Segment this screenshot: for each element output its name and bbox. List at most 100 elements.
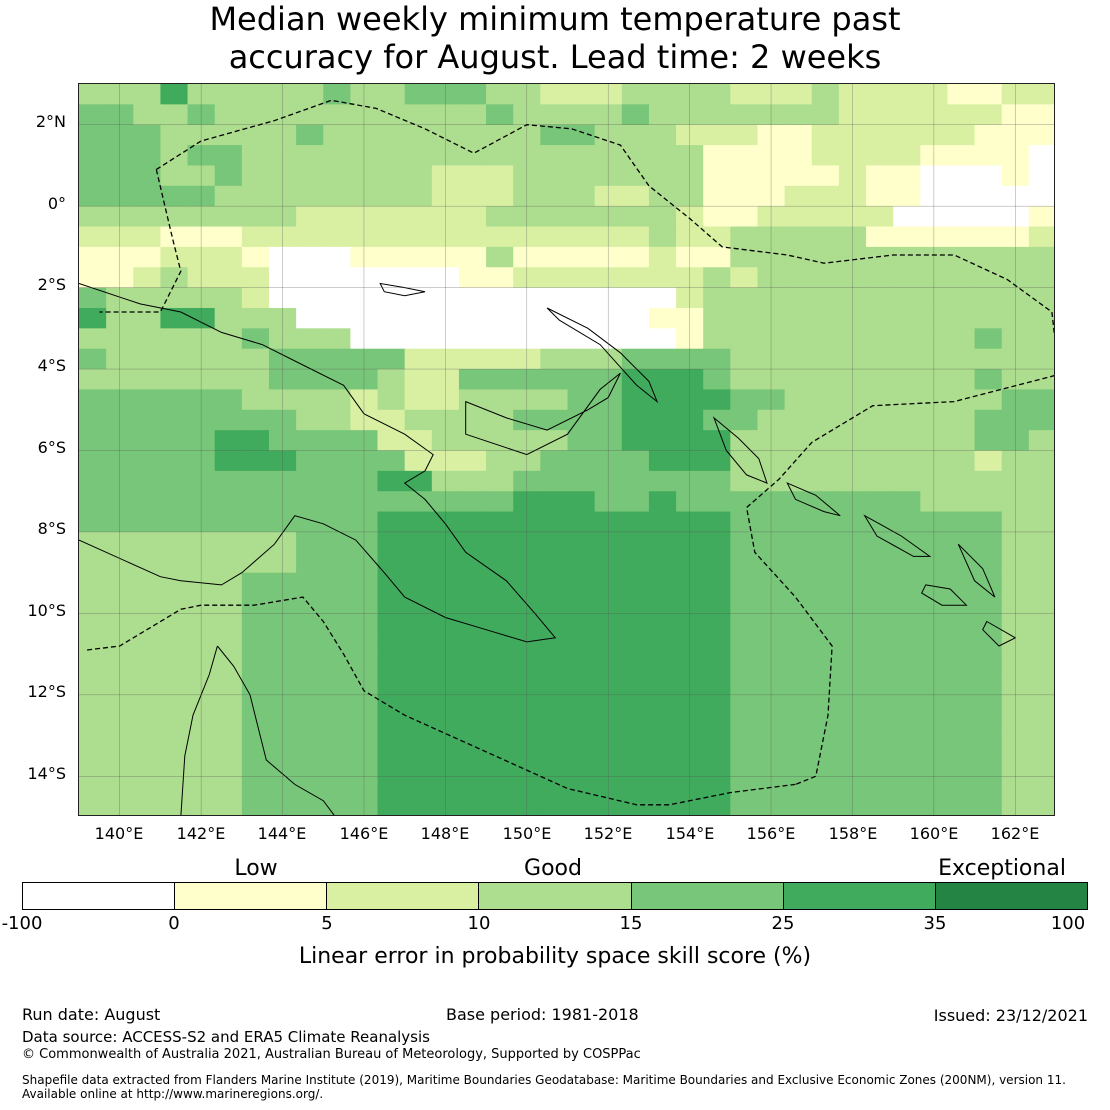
skill-cell <box>268 694 297 716</box>
santa-isabel-coast <box>863 514 932 557</box>
skill-cell <box>486 531 514 553</box>
skill-cell <box>241 389 270 411</box>
skill-cell <box>920 165 949 187</box>
skill-cell <box>648 491 677 513</box>
skill-cell <box>513 267 541 289</box>
skill-cell <box>513 654 541 676</box>
skill-cell <box>486 470 514 492</box>
skill-cell <box>187 796 216 815</box>
skill-cell <box>241 715 270 737</box>
lon-label: 144°E <box>257 824 307 843</box>
skill-cell <box>133 348 162 370</box>
skill-cell <box>594 552 623 574</box>
skill-cell <box>838 409 867 431</box>
skill-cell <box>404 572 433 594</box>
skill-cell <box>621 389 650 411</box>
skill-cell <box>974 633 1003 655</box>
skill-cell <box>79 369 107 391</box>
skill-cell <box>1001 776 1030 798</box>
skill-cell <box>730 185 759 207</box>
skill-cell <box>811 572 840 594</box>
skill-cell <box>323 124 351 146</box>
skill-cell <box>377 307 406 329</box>
skill-cell <box>947 124 976 146</box>
skill-cell <box>621 470 650 492</box>
skill-cell <box>296 572 324 594</box>
skill-cell <box>377 328 406 350</box>
skill-cell <box>486 613 514 635</box>
skill-cell <box>323 552 351 574</box>
skill-cell <box>866 593 894 614</box>
skill-cell <box>838 531 867 553</box>
skill-cell <box>268 246 297 268</box>
skill-cell <box>974 491 1003 513</box>
skill-cell <box>703 104 731 126</box>
skill-cell <box>323 348 351 370</box>
skill-cell <box>866 206 894 228</box>
skill-cell <box>594 735 623 757</box>
skill-cell <box>676 776 704 798</box>
skill-cell <box>79 796 107 815</box>
skill-cell <box>377 145 406 167</box>
skill-cell <box>160 409 189 431</box>
skill-cell <box>947 348 976 370</box>
skill-cell <box>79 715 107 737</box>
skill-cell <box>838 796 867 815</box>
skill-cell <box>377 735 406 757</box>
skill-cell <box>513 104 541 126</box>
skill-cell <box>241 206 270 228</box>
skill-cell <box>838 267 867 289</box>
skill-cell <box>838 450 867 472</box>
skill-cell <box>458 307 487 329</box>
skill-cell <box>160 165 189 187</box>
skill-cell <box>377 206 406 228</box>
skill-cell <box>893 674 921 696</box>
skill-cell <box>458 572 487 594</box>
skill-cell <box>79 633 107 655</box>
skill-cell <box>133 104 162 126</box>
skill-cell <box>838 287 867 309</box>
skill-cell <box>703 206 731 228</box>
skill-cell <box>730 389 759 411</box>
skill-cell <box>214 389 243 411</box>
skill-cell <box>784 450 813 472</box>
skill-cell <box>513 735 541 757</box>
skill-cell <box>350 84 379 105</box>
skill-cell <box>350 145 379 167</box>
skill-cell <box>404 165 433 187</box>
skill-cell <box>160 491 189 513</box>
skill-cell <box>404 124 433 146</box>
skill-cell <box>594 124 623 146</box>
skill-cell <box>323 287 351 309</box>
skill-cell <box>1028 124 1054 146</box>
skill-cell <box>703 328 731 350</box>
skill-map <box>79 84 1054 815</box>
skill-cell <box>920 552 949 574</box>
skill-cell <box>133 145 162 167</box>
skill-cell <box>187 450 216 472</box>
skill-cell <box>296 450 324 472</box>
skill-cell <box>296 735 324 757</box>
skill-cell <box>974 287 1003 309</box>
skill-cell <box>730 531 759 553</box>
skill-cell <box>784 654 813 676</box>
skill-cell <box>540 165 569 187</box>
skill-cell <box>540 470 569 492</box>
skill-cell <box>648 389 677 411</box>
skill-cell <box>974 226 1003 248</box>
skill-cell <box>703 755 731 777</box>
skill-cell <box>730 145 759 167</box>
skill-cell <box>866 409 894 431</box>
skill-cell <box>947 531 976 553</box>
skill-cell <box>268 104 297 126</box>
skill-cell <box>268 450 297 472</box>
skill-cell <box>757 185 786 207</box>
skill-cell <box>486 674 514 696</box>
skill-cell <box>133 165 162 187</box>
skill-cell <box>486 654 514 676</box>
skill-cell <box>268 613 297 635</box>
skill-cell <box>296 470 324 492</box>
skill-cell <box>296 715 324 737</box>
skill-cell <box>621 552 650 574</box>
skill-cell <box>133 613 162 635</box>
